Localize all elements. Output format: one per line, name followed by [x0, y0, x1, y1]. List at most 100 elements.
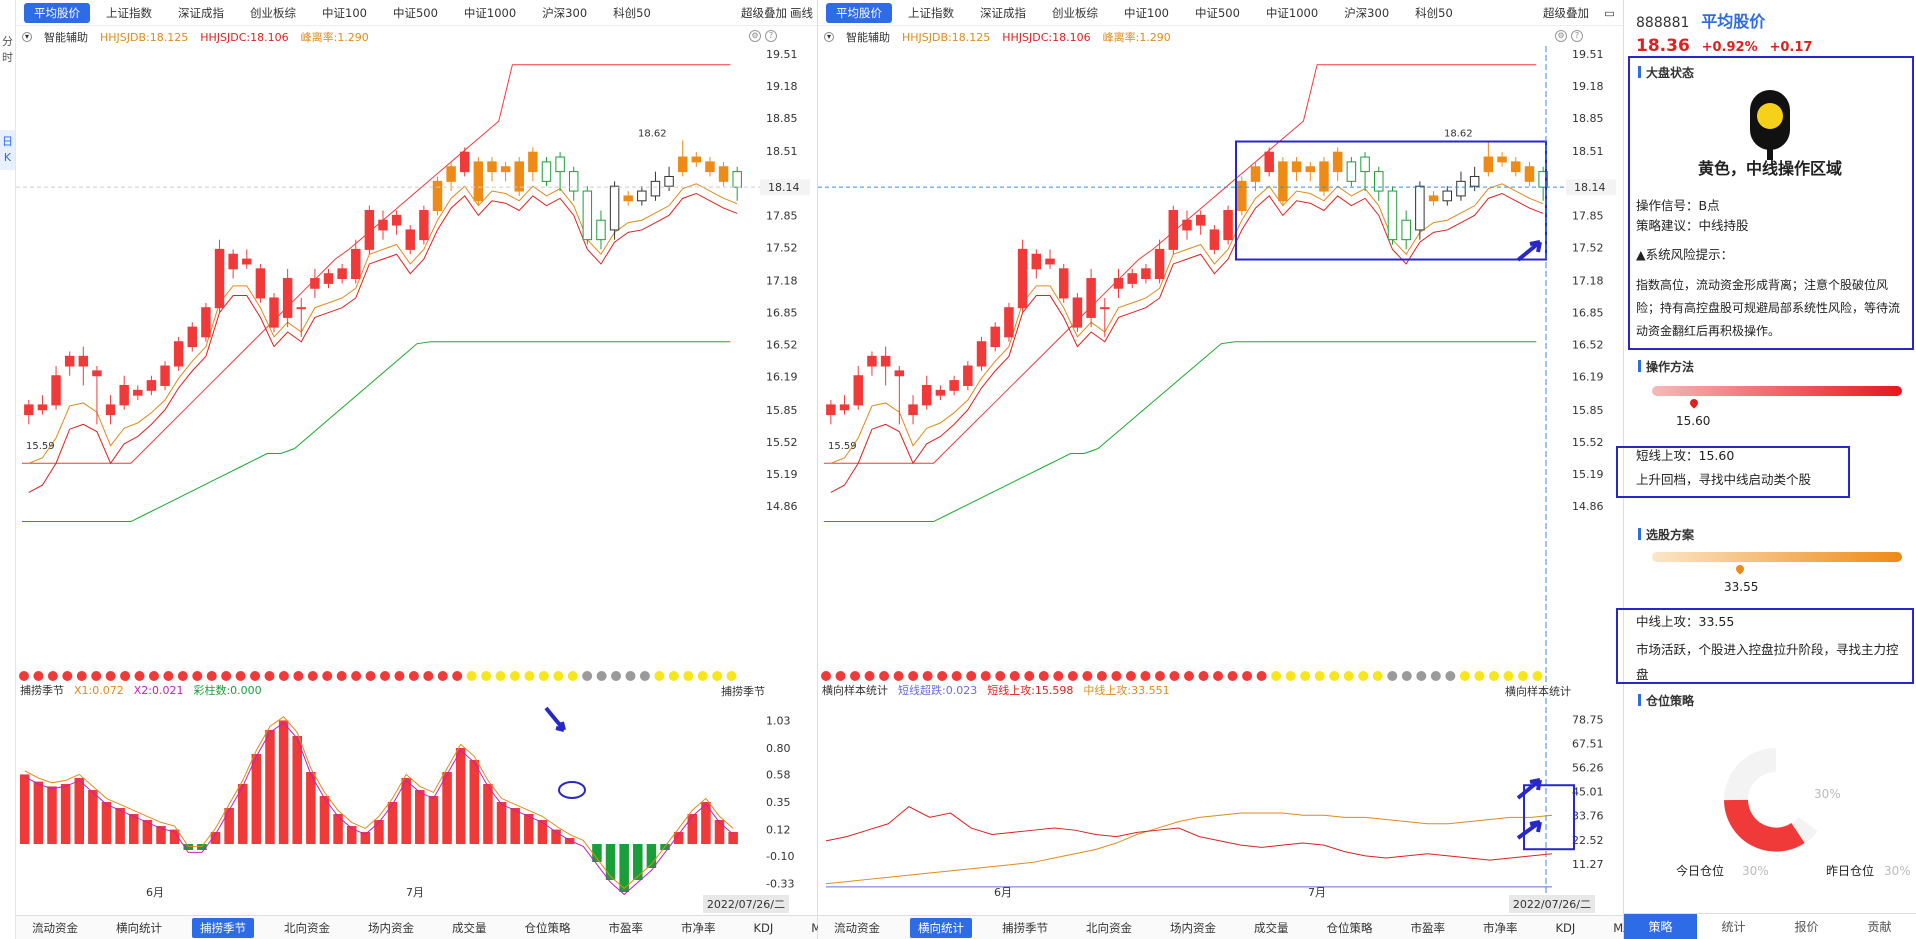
- sub-indicator-name[interactable]: 捕捞季节: [721, 685, 765, 698]
- signal-dot: [1271, 671, 1282, 681]
- tab-szse[interactable]: 深证成指: [980, 5, 1026, 20]
- help-icon[interactable]: ?: [1571, 30, 1583, 42]
- btab-flow[interactable]: 流动资金: [834, 920, 880, 935]
- sub-legend-name[interactable]: 捕捞季节: [20, 684, 64, 697]
- legend-toggle[interactable]: 智能辅助: [846, 31, 890, 44]
- tab-csi500[interactable]: 中证500: [1194, 5, 1240, 20]
- sub-tick-label: 33.76: [1572, 810, 1604, 823]
- candle-body: [1456, 180, 1466, 197]
- sub-bar: [401, 778, 411, 844]
- light-caption: 黄色，中线操作区域: [1697, 159, 1842, 178]
- view-mode-tabs: 分时 日K: [0, 0, 16, 939]
- tab-strategy[interactable]: 策略: [1624, 914, 1697, 939]
- sub-tick-label: 0.80: [766, 742, 791, 755]
- btab-fishing[interactable]: 捕捞季节: [192, 917, 254, 938]
- btab-flow[interactable]: 流动资金: [32, 920, 78, 935]
- tab-hs300[interactable]: 沪深300: [542, 5, 588, 20]
- signal-dot: [821, 671, 831, 681]
- tab-statistics[interactable]: 统计: [1721, 920, 1746, 934]
- price-tick-label: 15.52: [1572, 436, 1604, 449]
- sub-indicator-name[interactable]: 横向样本统计: [1505, 685, 1571, 698]
- sub-indicator-legend: 横向样本统计 短线超跌:0.023 短线上攻:15.598 中线上攻:33.55…: [822, 682, 1180, 698]
- overlay-button[interactable]: 超级叠加: [741, 5, 787, 20]
- collapse-icon[interactable]: ▾: [824, 32, 834, 42]
- btab-pe[interactable]: 市盈率: [608, 920, 644, 935]
- sub-bar: [701, 802, 711, 844]
- stock-code: 888881: [1636, 15, 1690, 31]
- btab-volume[interactable]: 成交量: [452, 920, 487, 935]
- legend-jdb: HHJSJDB:18.125: [902, 30, 991, 44]
- tab-csi1000[interactable]: 中证1000: [1265, 5, 1319, 20]
- legend-toggle[interactable]: 智能辅助: [44, 31, 88, 44]
- help-icon[interactable]: ?: [765, 30, 777, 42]
- tab-average-price[interactable]: 平均股价: [826, 2, 892, 23]
- candle-body: [582, 190, 593, 241]
- btab-position[interactable]: 仓位策略: [1326, 920, 1373, 935]
- btab-north[interactable]: 北向资金: [1086, 920, 1132, 935]
- tab-szse[interactable]: 深证成指: [178, 5, 224, 20]
- candle-body: [705, 161, 715, 173]
- arrow-icon: [1516, 778, 1542, 800]
- overlay-button[interactable]: 超级叠加: [1543, 5, 1589, 20]
- sub-tick-label: 1.03: [766, 714, 791, 727]
- btab-horizontal[interactable]: 横向统计: [116, 920, 162, 935]
- signal-dot: [1256, 671, 1267, 681]
- tab-csi100[interactable]: 中证100: [1124, 5, 1169, 20]
- sub-bar: [74, 778, 85, 844]
- btab-onfloor[interactable]: 场内资金: [1170, 920, 1216, 935]
- signal-dot: [1082, 671, 1093, 681]
- signal-dot: [850, 671, 861, 681]
- collapse-icon[interactable]: ▾: [22, 32, 32, 42]
- candle-body: [187, 326, 198, 348]
- candle-body: [1374, 171, 1384, 192]
- btab-volume[interactable]: 成交量: [1254, 920, 1289, 935]
- high-marker-label: 18.62: [638, 129, 667, 140]
- tab-sse[interactable]: 上证指数: [908, 5, 954, 20]
- tab-contribution[interactable]: 贡献: [1867, 920, 1892, 934]
- tab-quote[interactable]: 报价: [1794, 920, 1819, 934]
- btab-north[interactable]: 北向资金: [284, 920, 330, 935]
- settings-icon[interactable]: ⚙: [1555, 30, 1567, 42]
- btab-pe[interactable]: 市盈率: [1410, 920, 1446, 935]
- tab-daily-k[interactable]: 日K: [0, 130, 15, 170]
- btab-position[interactable]: 仓位策略: [524, 920, 571, 935]
- tab-star50[interactable]: 科创50: [613, 5, 651, 20]
- price-tick-label: 14.86: [1572, 500, 1604, 513]
- tab-csi1000[interactable]: 中证1000: [463, 5, 517, 20]
- sub-bar: [687, 814, 698, 844]
- candle-body: [894, 370, 905, 377]
- btab-onfloor[interactable]: 场内资金: [368, 920, 414, 935]
- candle-body: [1483, 156, 1494, 173]
- sub-bar: [346, 826, 357, 844]
- support-line: [22, 341, 731, 523]
- signal-dot: [1387, 671, 1398, 681]
- btab-horizontal[interactable]: 横向统计: [910, 917, 972, 938]
- draw-line-button[interactable]: 画线: [790, 5, 813, 20]
- btab-pb[interactable]: 市净率: [1483, 920, 1518, 935]
- sub-bar: [278, 720, 289, 844]
- settings-icon[interactable]: ⚙: [749, 30, 761, 42]
- sub-bar: [442, 772, 452, 844]
- tab-average-price[interactable]: 平均股价: [24, 2, 90, 23]
- tab-chinext[interactable]: 创业板综: [1052, 5, 1098, 20]
- btab-kdj[interactable]: KDJ: [753, 920, 774, 935]
- tab-csi100[interactable]: 中证100: [322, 5, 367, 20]
- tab-hs300[interactable]: 沪深300: [1344, 5, 1390, 20]
- price-tick-label: 16.19: [766, 371, 798, 384]
- tab-timeshare[interactable]: 分时: [2, 35, 13, 64]
- btab-pb[interactable]: 市净率: [681, 920, 716, 935]
- maximize-icon[interactable]: ▭: [1604, 5, 1615, 20]
- candle-body: [1291, 161, 1302, 173]
- signal-dot: [1024, 671, 1035, 681]
- btab-kdj[interactable]: KDJ: [1555, 920, 1576, 935]
- tab-sse[interactable]: 上证指数: [106, 5, 152, 20]
- candle-body: [228, 253, 238, 270]
- tab-star50[interactable]: 科创50: [1415, 5, 1453, 20]
- tab-chinext[interactable]: 创业板综: [250, 5, 296, 20]
- signal-dot: [1314, 671, 1325, 681]
- tab-csi500[interactable]: 中证500: [392, 5, 438, 20]
- btab-fishing[interactable]: 捕捞季节: [1002, 920, 1048, 935]
- sub-legend-name[interactable]: 横向样本统计: [822, 684, 888, 697]
- signal-dot: [322, 671, 333, 681]
- sub-bar: [101, 802, 112, 844]
